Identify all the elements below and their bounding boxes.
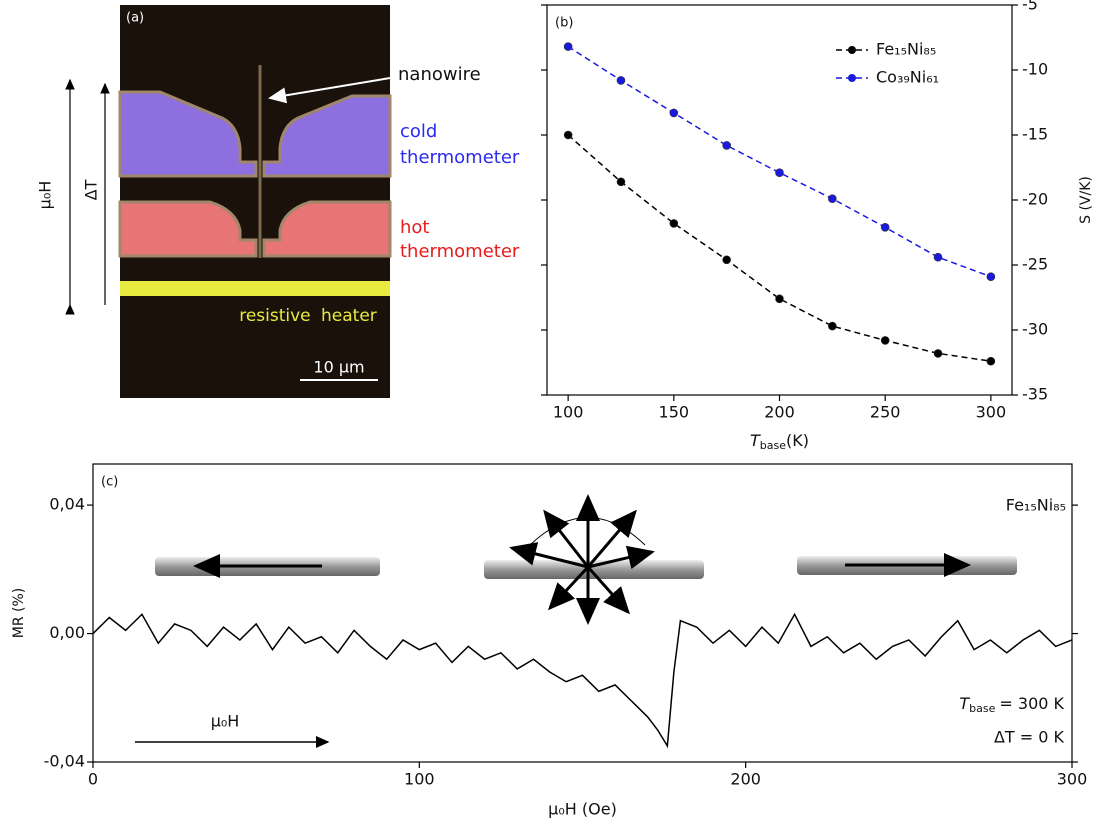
data-point: [828, 194, 837, 203]
x-tick-label: 200: [764, 403, 795, 422]
cold-label: thermometer: [400, 147, 520, 168]
text-part: = 300 K: [999, 694, 1064, 713]
y-tick-label: 0,04: [49, 495, 85, 514]
x-tick-label: 300: [976, 403, 1007, 422]
nanowire-label: nanowire: [398, 64, 481, 85]
y-tick-label: -30: [1022, 320, 1048, 339]
x-tick-label: 250: [870, 403, 901, 422]
data-point: [933, 349, 943, 358]
scale-label: 10 μm: [313, 358, 364, 377]
y-tick-label: -15: [1022, 125, 1048, 144]
x-tick-label: 0: [88, 770, 98, 789]
x-tick-label: 100: [553, 403, 584, 422]
x-tick-label: 300: [1057, 770, 1088, 789]
data-point: [563, 130, 573, 140]
text-part: (K): [786, 431, 809, 450]
legend-marker: [848, 46, 856, 54]
micrograph: (a) nanowire cold thermometer hot thermo…: [36, 5, 520, 398]
y-tick-label: -0,04: [44, 752, 85, 771]
field-label: μ₀H: [36, 181, 55, 210]
y-tick-label: 0,00: [49, 623, 85, 642]
text-part: base: [969, 702, 995, 715]
panel-label: (b): [555, 16, 573, 31]
x-tick-label: 150: [659, 403, 690, 422]
x-tick-label: 100: [404, 770, 435, 789]
annotation: μ₀H: [211, 712, 240, 731]
text-part: base: [760, 439, 786, 452]
annotation: Fe₁₅Ni₈₅: [1006, 496, 1066, 515]
data-point: [986, 272, 996, 282]
data-point: [669, 219, 679, 228]
legend-marker: [848, 74, 856, 82]
y-axis-label: S (V/K): [1078, 176, 1094, 224]
data-point: [722, 255, 731, 265]
data-point: [616, 177, 626, 187]
y-tick-label: -35: [1022, 385, 1048, 404]
data-point: [722, 141, 731, 150]
hot-label: thermometer: [400, 241, 520, 262]
text-part: T: [750, 431, 761, 450]
series-line: [92, 612, 1073, 749]
y-tick-label: -10: [1022, 60, 1048, 79]
hot-label: hot: [400, 217, 429, 238]
panel-label: (c): [101, 475, 118, 490]
plot-frame: [546, 4, 1013, 396]
data-point: [880, 336, 890, 345]
panel-label: (a): [126, 11, 144, 26]
y-axis-label: MR (%): [11, 588, 27, 638]
x-axis-label: Tbase(K): [750, 431, 809, 453]
gradient-label: ΔT: [82, 179, 101, 200]
plot-frame: [92, 463, 1073, 763]
annotation: ΔT = 0 K: [994, 728, 1065, 747]
data-point: [563, 42, 573, 51]
annotation: Tbase = 300 K: [959, 694, 1064, 716]
data-point: [880, 223, 890, 232]
cold-label: cold: [400, 121, 437, 142]
data-point: [775, 294, 784, 304]
y-tick-label: -5: [1022, 0, 1038, 14]
x-axis-label: μ₀H (Oe): [548, 800, 617, 819]
legend-label: Co₃₉Ni₆₁: [876, 68, 939, 87]
data-point: [828, 321, 837, 331]
y-tick-label: -20: [1022, 190, 1048, 209]
data-point: [616, 76, 626, 85]
data-point: [986, 356, 996, 366]
data-point: [775, 168, 784, 177]
legend-label: Fe₁₅Ni₈₅: [876, 40, 936, 59]
data-point: [933, 252, 943, 262]
series-line: [567, 45, 992, 278]
nanowire-sketches: [135, 494, 1017, 748]
x-tick-label: 200: [730, 770, 761, 789]
data-point: [669, 108, 679, 118]
y-tick-label: -25: [1022, 255, 1048, 274]
text-part: T: [959, 694, 970, 713]
heater-label: resistive heater: [239, 306, 377, 326]
series-line: [567, 134, 991, 362]
